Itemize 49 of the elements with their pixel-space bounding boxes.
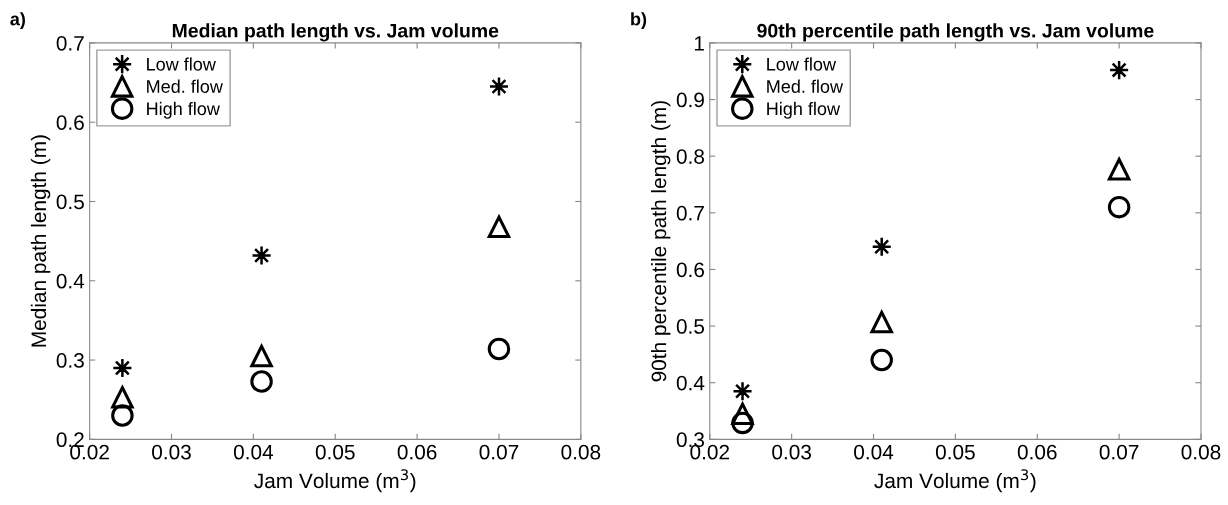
y-tick-label: 0.6 [56, 115, 84, 130]
point [250, 370, 273, 393]
point [111, 404, 134, 427]
y-tick-label: 0.7 [56, 35, 84, 51]
point [487, 215, 511, 239]
legend-label: Low flow [147, 57, 216, 71]
x-axis-title: Jam Volume (m$^{3}$) [874, 469, 1036, 493]
x-tick-label: 0.03 [772, 444, 812, 460]
x-tick-label: 0.04 [854, 444, 894, 460]
y-tick-label: 0.4 [676, 375, 705, 391]
y-tick-label: 0.6 [676, 262, 705, 278]
y-axis-title: 90th percentile path length (m) [650, 101, 671, 382]
chart-title: 90th percentile path length vs. Jam volume [757, 23, 1154, 42]
text: a) [10, 12, 25, 29]
y-tick-label: 0.9 [676, 92, 704, 108]
x-tick-label: 0.07 [479, 444, 519, 460]
point [1107, 157, 1131, 181]
point [1107, 195, 1131, 219]
x-tick-label: 0.04 [233, 444, 274, 460]
x-tick-label: 0.06 [1017, 444, 1057, 460]
point [111, 386, 134, 409]
y-tick-label: 0.5 [56, 194, 84, 210]
x-tick-label: 0.05 [315, 444, 355, 460]
point [250, 344, 273, 368]
x-tick-label: 0.03 [152, 444, 191, 460]
point [870, 310, 893, 334]
y-tick-label: 0.4 [56, 273, 85, 289]
y-tick-label: 0.3 [56, 353, 84, 368]
y-tick-label: 0.5 [676, 319, 705, 334]
point [487, 337, 511, 361]
legend-label: Med. flow [767, 79, 844, 93]
x-tick-label: 0.08 [1181, 444, 1221, 460]
legend-label: Low flow [767, 57, 837, 71]
x-tick-label: 0.08 [561, 444, 601, 460]
legend-label: High flow [147, 101, 220, 119]
y-axis-title: Median path length (m) [30, 135, 51, 347]
x-tick-label: 0.06 [397, 444, 437, 460]
x-axis-title: Jam Volume (m$^{3}$) [254, 469, 416, 493]
chart-title: Median path length vs. Jam volume [172, 23, 499, 42]
y-tick-label: 0.8 [676, 149, 705, 164]
legend-label: High flow [767, 101, 841, 119]
y-tick-label: 1 [694, 36, 704, 51]
y-tick-label: 0.7 [676, 205, 704, 221]
text: b) [631, 12, 647, 29]
x-tick-label: 0.07 [1099, 444, 1139, 460]
x-tick-label: 0.05 [935, 444, 975, 460]
legend-label: Med. flow [147, 79, 223, 93]
point [870, 348, 893, 372]
point [731, 411, 754, 435]
